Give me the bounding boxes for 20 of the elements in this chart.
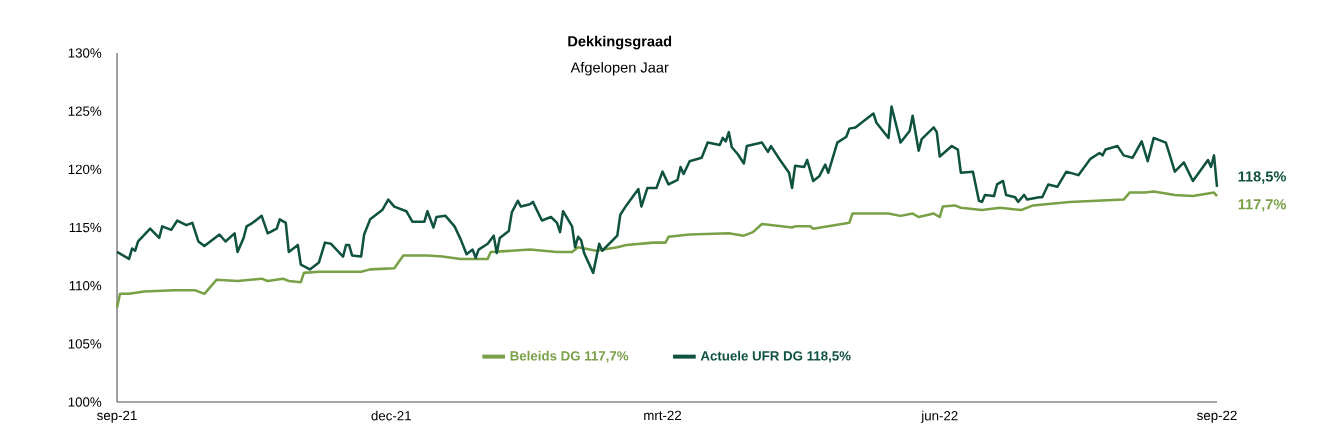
y-tick-label: 120% <box>68 164 102 175</box>
x-tick-label: mrt-22 <box>644 410 682 421</box>
chart-title: Dekkingsgraad <box>568 35 672 50</box>
y-tick-label: 130% <box>68 48 102 58</box>
line-series <box>115 190 1219 310</box>
legend-label: Actuele UFR DG 118,5% <box>700 350 851 363</box>
x-tick-label: dec-21 <box>371 410 411 421</box>
x-tick-label: sep-21 <box>97 410 137 423</box>
y-tick-label: 105% <box>68 339 102 349</box>
y-tick-label: 110% <box>69 280 102 291</box>
line-series <box>115 105 1219 275</box>
x-tick-label: jun-22 <box>920 410 958 424</box>
text: Afgelopen Jaar <box>570 61 669 76</box>
x-tick-label: sep-22 <box>1197 410 1237 423</box>
y-tick-label: 125% <box>68 106 102 116</box>
y-tick-label: 100% <box>68 397 102 407</box>
y-tick-label: 115% <box>69 222 102 233</box>
annotation: 118,5% <box>1238 171 1287 184</box>
legend-label: Beleids DG 117,7% <box>510 350 629 363</box>
annotation: 117,7% <box>1238 199 1287 212</box>
